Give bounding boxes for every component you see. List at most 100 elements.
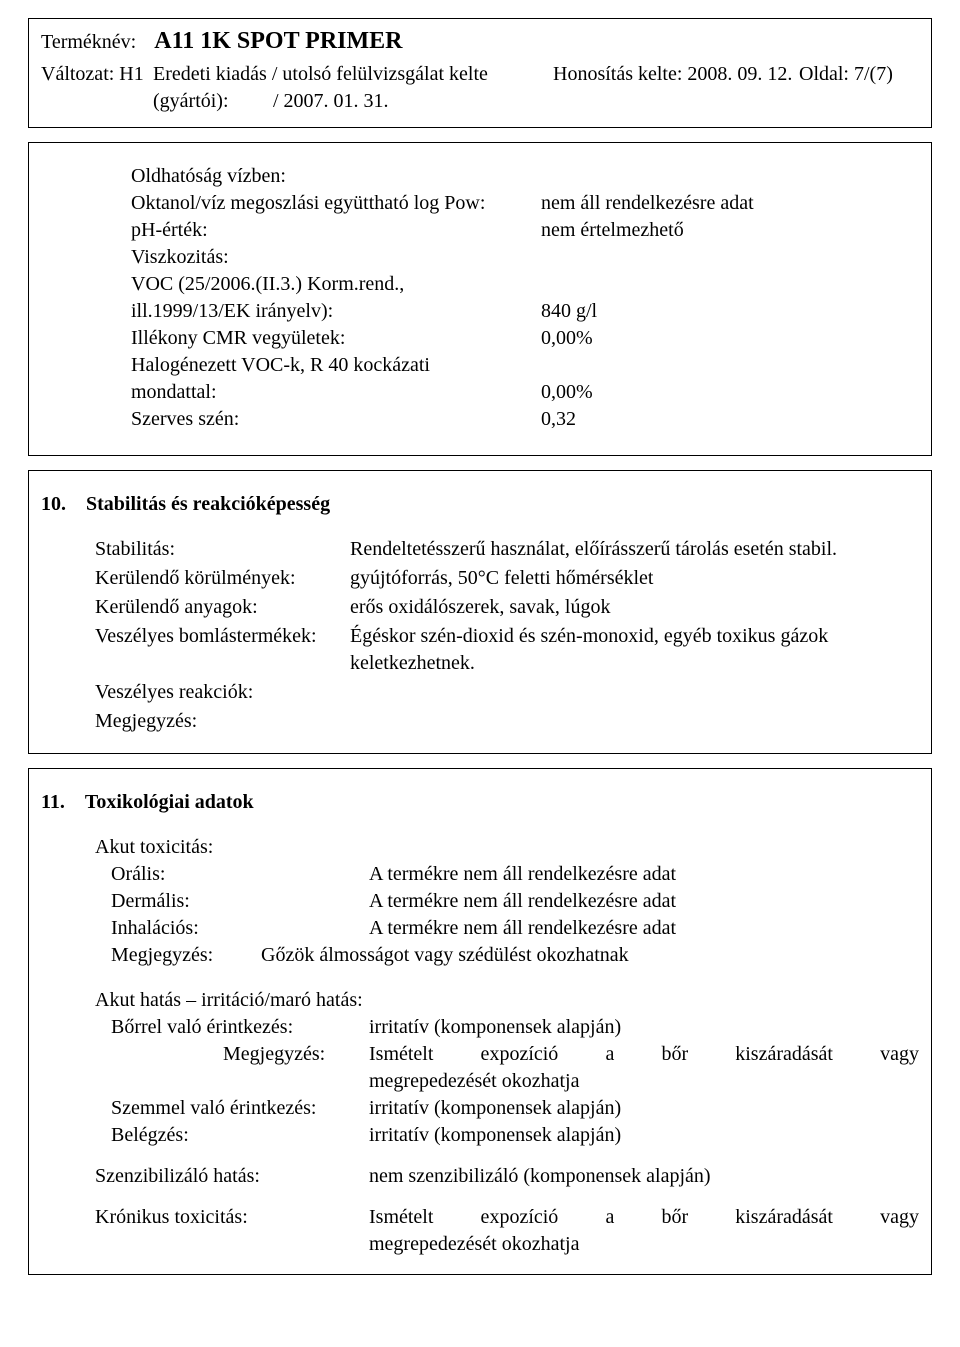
- acute-effect-heading: Akut hatás – irritáció/maró hatás:: [41, 987, 919, 1014]
- section9-box: Oldhatóság vízben: Oktanol/víz megoszlás…: [28, 142, 932, 456]
- manufacturer-date: / 2007. 01. 31.: [273, 88, 389, 115]
- stability-label: Kerülendő körülmények:: [95, 565, 350, 592]
- tox-value: A termékre nem áll rendelkezésre adat: [369, 915, 919, 942]
- effect-value: irritatív (komponensek alapján): [369, 1014, 919, 1041]
- effect-note-line1: Ismételt expozíció a bőr kiszáradását va…: [369, 1041, 919, 1068]
- stability-value: Égéskor szén-dioxid és szén-monoxid, egy…: [350, 623, 919, 677]
- prop-value: 0,00%: [541, 325, 907, 352]
- stability-row: Stabilitás: Rendeltetésszerű használat, …: [95, 536, 919, 563]
- tox-value: A termékre nem áll rendelkezésre adat: [369, 861, 919, 888]
- localization-date: Honosítás kelte: 2008. 09. 12.: [553, 61, 799, 88]
- stability-value: erős oxidálószerek, savak, lúgok: [350, 594, 919, 621]
- prop-row: Szerves szén: 0,32: [131, 406, 907, 433]
- prop-label: Oktanol/víz megoszlási együttható log Po…: [131, 190, 541, 217]
- tox-note-value: Gőzök álmosságot vagy szédülést okozhatn…: [261, 942, 919, 969]
- prop-label: pH-érték:: [131, 217, 541, 244]
- page: Terméknév: A11 1K SPOT PRIMER Változat: …: [0, 0, 960, 1347]
- effect-note-line2: megrepedezését okozhatja: [369, 1068, 919, 1095]
- header-box: Terméknév: A11 1K SPOT PRIMER Változat: …: [28, 18, 932, 128]
- section10-box: 10. Stabilitás és reakcióképesség Stabil…: [28, 470, 932, 754]
- stability-label: Megjegyzés:: [95, 708, 350, 735]
- product-label: Terméknév:: [41, 29, 136, 56]
- sensitizing-row: Szenzibilizáló hatás: nem szenzibilizáló…: [41, 1163, 919, 1190]
- effect-label: Belégzés:: [111, 1122, 369, 1149]
- stability-value: [350, 708, 919, 735]
- prop-label: mondattal:: [131, 379, 541, 406]
- effect-value: irritatív (komponensek alapján): [369, 1095, 919, 1122]
- effect-value: irritatív (komponensek alapján): [369, 1122, 919, 1149]
- chronic-row: Krónikus toxicitás: Ismételt expozíció a…: [41, 1204, 919, 1258]
- section10-body: Stabilitás: Rendeltetésszerű használat, …: [41, 536, 919, 735]
- tox-label: Dermális:: [111, 888, 369, 915]
- stability-value: gyújtóforrás, 50°C feletti hőmérséklet: [350, 565, 919, 592]
- tox-row: Dermális: A termékre nem áll rendelkezés…: [41, 888, 919, 915]
- tox-label: Inhalációs:: [111, 915, 369, 942]
- prop-value: [541, 163, 907, 190]
- acute-toxicity-heading: Akut toxicitás:: [41, 834, 919, 861]
- stability-row: Megjegyzés:: [95, 708, 919, 735]
- prop-row: Oldhatóság vízben:: [131, 163, 907, 190]
- prop-label: Halogénezett VOC-k, R 40 kockázati: [131, 352, 541, 379]
- sensitizing-label: Szenzibilizáló hatás:: [95, 1163, 369, 1190]
- prop-row: Viszkozitás:: [131, 244, 907, 271]
- prop-row: ill.1999/13/EK irányelv): 840 g/l: [131, 298, 907, 325]
- stability-value: [350, 679, 919, 706]
- effect-note-value: Ismételt expozíció a bőr kiszáradását va…: [369, 1041, 919, 1095]
- effect-note-label: Megjegyzés:: [223, 1041, 369, 1095]
- effect-row: Bőrrel való érintkezés: irritatív (kompo…: [41, 1014, 919, 1041]
- prop-label: Szerves szén:: [131, 406, 541, 433]
- prop-value: nem értelmezhető: [541, 217, 907, 244]
- section10-title: 10. Stabilitás és reakcióképesség: [41, 491, 919, 518]
- manufacturer-label: (gyártói):: [153, 88, 273, 115]
- stability-label: Veszélyes reakciók:: [95, 679, 350, 706]
- chronic-line2: megrepedezését okozhatja: [369, 1231, 919, 1258]
- tox-row: Orális: A termékre nem áll rendelkezésre…: [41, 861, 919, 888]
- stability-label: Stabilitás:: [95, 536, 350, 563]
- prop-label: ill.1999/13/EK irányelv):: [131, 298, 541, 325]
- prop-value: 840 g/l: [541, 298, 907, 325]
- section11-title: 11. Toxikológiai adatok: [41, 789, 919, 816]
- stability-label: Kerülendő anyagok:: [95, 594, 350, 621]
- prop-row: mondattal: 0,00%: [131, 379, 907, 406]
- prop-value: 0,00%: [541, 379, 907, 406]
- tox-note-row: Megjegyzés: Gőzök álmosságot vagy szédül…: [41, 942, 919, 969]
- prop-label: Viszkozitás:: [131, 244, 541, 271]
- stability-row: Kerülendő körülmények: gyújtóforrás, 50°…: [95, 565, 919, 592]
- prop-value: [541, 352, 907, 379]
- prop-row: Oktanol/víz megoszlási együttható log Po…: [131, 190, 907, 217]
- effect-label: Bőrrel való érintkezés:: [111, 1014, 369, 1041]
- stability-row: Veszélyes reakciók:: [95, 679, 919, 706]
- original-issue: Eredeti kiadás / utolsó felülvizsgálat k…: [153, 61, 553, 88]
- prop-value: nem áll rendelkezésre adat: [541, 190, 907, 217]
- tox-note-label: Megjegyzés:: [111, 942, 261, 969]
- tox-value: A termékre nem áll rendelkezésre adat: [369, 888, 919, 915]
- stability-row: Kerülendő anyagok: erős oxidálószerek, s…: [95, 594, 919, 621]
- stability-value: Rendeltetésszerű használat, előírásszerű…: [350, 536, 919, 563]
- sensitizing-value: nem szenzibilizáló (komponensek alapján): [369, 1163, 919, 1190]
- prop-row: VOC (25/2006.(II.3.) Korm.rend.,: [131, 271, 907, 298]
- header-blank: [41, 88, 153, 115]
- effect-label: Szemmel való érintkezés:: [111, 1095, 369, 1122]
- prop-value: [541, 271, 907, 298]
- header-line2: Változat: H1 Eredeti kiadás / utolsó fel…: [41, 61, 919, 88]
- prop-label: VOC (25/2006.(II.3.) Korm.rend.,: [131, 271, 541, 298]
- product-name: A11 1K SPOT PRIMER: [154, 25, 402, 57]
- chronic-line1: Ismételt expozíció a bőr kiszáradását va…: [369, 1204, 919, 1231]
- prop-value: 0,32: [541, 406, 907, 433]
- header-line1: Terméknév: A11 1K SPOT PRIMER: [41, 25, 919, 57]
- stability-label: Veszélyes bomlástermékek:: [95, 623, 350, 677]
- prop-label: Oldhatóság vízben:: [131, 163, 541, 190]
- prop-row: Illékony CMR vegyületek: 0,00%: [131, 325, 907, 352]
- prop-row: pH-érték: nem értelmezhető: [131, 217, 907, 244]
- chronic-value: Ismételt expozíció a bőr kiszáradását va…: [369, 1204, 919, 1258]
- effect-note-row: Megjegyzés: Ismételt expozíció a bőr kis…: [41, 1041, 919, 1095]
- tox-label: Orális:: [111, 861, 369, 888]
- effect-row: Belégzés: irritatív (komponensek alapján…: [41, 1122, 919, 1149]
- prop-label: Illékony CMR vegyületek:: [131, 325, 541, 352]
- version: Változat: H1: [41, 61, 153, 88]
- stability-row: Veszélyes bomlástermékek: Égéskor szén-d…: [95, 623, 919, 677]
- prop-row: Halogénezett VOC-k, R 40 kockázati: [131, 352, 907, 379]
- section11-box: 11. Toxikológiai adatok Akut toxicitás: …: [28, 768, 932, 1275]
- page-number: Oldal: 7/(7): [799, 61, 919, 88]
- chronic-label: Krónikus toxicitás:: [95, 1204, 369, 1258]
